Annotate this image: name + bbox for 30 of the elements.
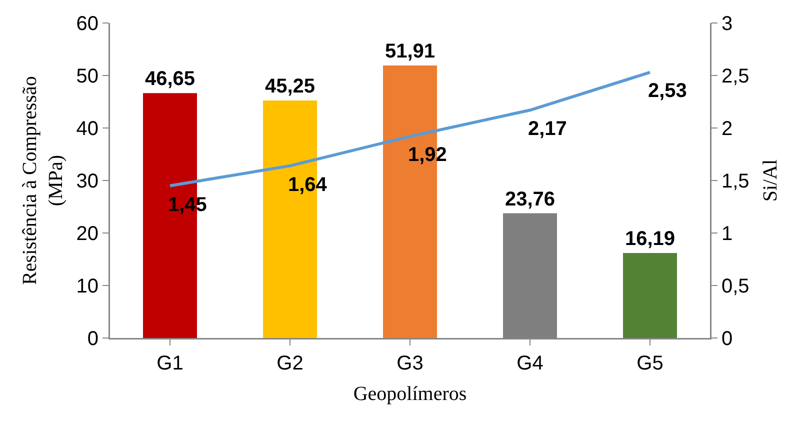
y-axis-title: Resistência à Compressão (MPa) bbox=[19, 76, 67, 285]
bar bbox=[623, 253, 677, 338]
y2-tick-label: 2,5 bbox=[722, 66, 750, 88]
y-tick-label: 0 bbox=[87, 328, 98, 350]
x-tick-label: G4 bbox=[516, 352, 544, 374]
data-label: 46,65 bbox=[144, 68, 196, 90]
x-tick-label: G5 bbox=[636, 352, 664, 374]
y2-tick-label: 0,5 bbox=[722, 276, 750, 298]
y-tick-label: 40 bbox=[76, 118, 98, 140]
y2-tick-label: 3 bbox=[722, 13, 733, 35]
y-tick-label: 10 bbox=[76, 276, 98, 298]
data-label: 51,91 bbox=[384, 40, 436, 62]
data-label: 23,76 bbox=[504, 188, 556, 210]
x-tick-label: G1 bbox=[156, 352, 184, 374]
y2-tick-label: 2 bbox=[722, 118, 733, 140]
x-tick-label: G3 bbox=[396, 352, 424, 374]
y2-axis-title: Si/Al bbox=[760, 158, 782, 202]
y-tick-label: 20 bbox=[76, 223, 98, 245]
data-label: 45,25 bbox=[264, 75, 316, 98]
y2-tick-label: 0 bbox=[722, 328, 733, 350]
y-tick-label: 50 bbox=[76, 66, 98, 88]
x-tick-label: G2 bbox=[276, 352, 304, 374]
y-tick-label: 30 bbox=[76, 170, 98, 192]
data-label: 2,53 bbox=[648, 80, 687, 102]
data-label: 2,17 bbox=[528, 118, 567, 140]
x-axis-title: Geopolímeros bbox=[353, 382, 467, 405]
y2-tick-label: 1 bbox=[722, 223, 733, 245]
y2-tick-label: 1,5 bbox=[722, 170, 750, 192]
data-label: 16,19 bbox=[624, 228, 676, 250]
y-tick-label: 60 bbox=[76, 13, 98, 35]
